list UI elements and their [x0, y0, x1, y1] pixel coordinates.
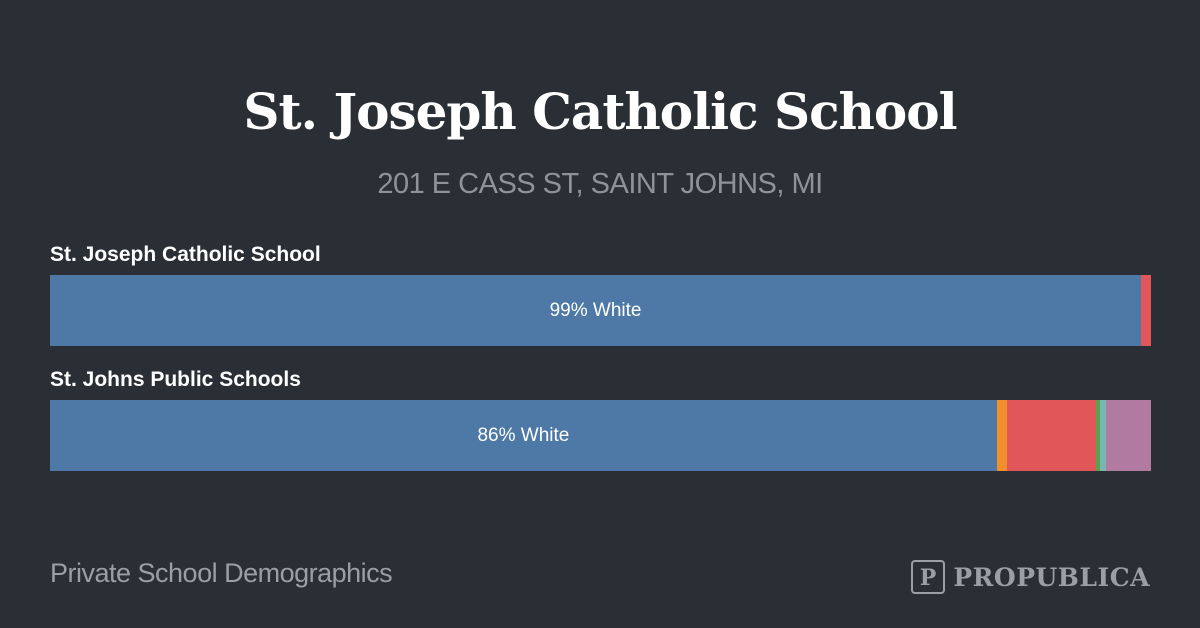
- bar-segment[interactable]: [1105, 400, 1151, 471]
- bar-segment[interactable]: [1095, 400, 1101, 471]
- school-address: 201 E CASS ST, SAINT JOHNS, MI: [377, 168, 823, 200]
- bar-segment[interactable]: [50, 275, 1142, 346]
- propublica-logo[interactable]: P PROPUBLICA: [911, 560, 1150, 594]
- stacked-bar: 99% White: [50, 275, 1151, 346]
- stacked-bar: 86% White: [50, 400, 1151, 471]
- footer-caption: Private School Demographics: [50, 558, 393, 588]
- svg-text:P: P: [920, 565, 937, 591]
- bar-segment[interactable]: [1100, 400, 1106, 471]
- bar-segment[interactable]: [1006, 400, 1096, 471]
- propublica-wordmark: PROPUBLICA: [953, 562, 1150, 592]
- propublica-logo-icon: P: [911, 560, 946, 594]
- bar-row-label: St. Joseph Catholic School: [50, 243, 321, 266]
- bar-row-label: St. Johns Public Schools: [50, 368, 301, 391]
- bar-segment[interactable]: [1141, 275, 1151, 346]
- page-title: St. Joseph Catholic School: [243, 82, 957, 141]
- bar-segment[interactable]: [996, 400, 1007, 471]
- bar-segment[interactable]: [50, 400, 997, 471]
